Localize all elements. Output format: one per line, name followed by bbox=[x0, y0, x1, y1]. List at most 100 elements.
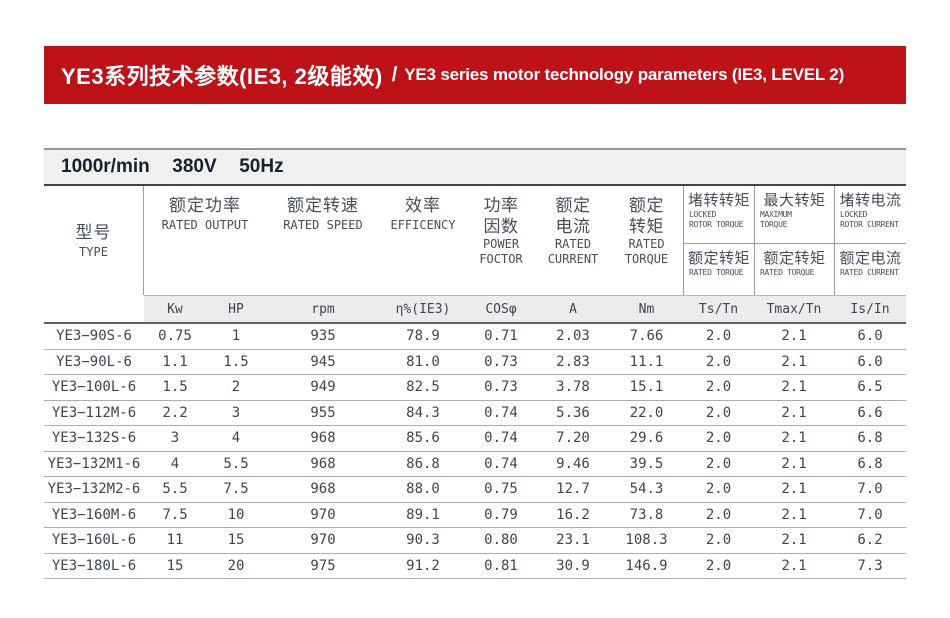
cell-hp: 1.5 bbox=[223, 353, 249, 370]
cell-is_in: 7.0 bbox=[857, 506, 883, 523]
cell-type: YE3−100L-6 bbox=[51, 379, 137, 396]
header-locked-rotor-torque-en1: LOCKED bbox=[689, 210, 717, 219]
cell-hp: 1 bbox=[231, 328, 241, 345]
cell-rated_torque_nm: 15.1 bbox=[629, 379, 664, 396]
cell-rated_torque_nm: 54.3 bbox=[629, 481, 664, 498]
cell-efficiency: 82.5 bbox=[406, 379, 440, 396]
cell-is_in: 6.2 bbox=[857, 532, 883, 549]
cell-ts_tn: 2.0 bbox=[705, 379, 732, 396]
header-rated-current: 额定 电流 RATED CURRENT bbox=[536, 186, 610, 295]
cell-efficiency: 78.9 bbox=[406, 328, 440, 345]
header-rated-torque-en2: TORQUE bbox=[624, 252, 669, 266]
header-power-factor-en1: POWER bbox=[482, 237, 520, 251]
cell-type: YE3−160L-6 bbox=[51, 532, 137, 549]
cell-rated_current_a: 9.46 bbox=[556, 455, 590, 472]
table-row: YE3−160L-6 11 15 970 90.3 0.80 23.1 108.3 2.0 2.1… bbox=[44, 528, 906, 554]
header-rated-torque-denominator-1: 额定转矩 RATED TORQUE bbox=[684, 244, 754, 295]
cell-kw: 1.5 bbox=[162, 379, 188, 396]
header-locked-rotor-torque-zh: 堵转转矩 bbox=[687, 192, 750, 209]
cell-cos_phi: 0.81 bbox=[484, 557, 518, 574]
header-locked-rotor-current-zh: 堵转电流 bbox=[839, 192, 902, 209]
cell-ts_tn: 2.0 bbox=[705, 557, 732, 574]
cell-is_in: 6.6 bbox=[857, 404, 883, 421]
cell-is_in: 6.5 bbox=[857, 379, 883, 396]
cell-is_in: 6.0 bbox=[857, 353, 883, 370]
cell-rated_current_a: 3.78 bbox=[556, 379, 590, 396]
header-rated-speed-zh: 额定转速 bbox=[287, 196, 359, 215]
header-rated-torque-zh2: 转矩 bbox=[629, 217, 664, 236]
unit-is-in: Is/In bbox=[834, 295, 906, 322]
spec-bar: 1000r/min 380V 50Hz bbox=[44, 148, 906, 186]
title-banner: YE3系列技术参数(IE3, 2级能效) / YE3 series motor … bbox=[44, 46, 906, 104]
cell-hp: 5.5 bbox=[223, 455, 249, 472]
header-ratio-current-zh: 额定电流 bbox=[839, 250, 902, 267]
cell-kw: 3 bbox=[170, 430, 180, 447]
cell-rpm: 949 bbox=[310, 379, 336, 396]
parameters-table: 型号 TYPE 额定功率 RATED OUTPUT 额定转速 RATED SPE… bbox=[44, 186, 906, 579]
header-power-factor-zh1: 功率 bbox=[483, 196, 519, 215]
cell-rpm: 955 bbox=[310, 404, 336, 421]
header-maximum-torque-zh: 最大转矩 bbox=[763, 192, 826, 209]
banner-title-divider: / bbox=[391, 63, 398, 86]
cell-rated_torque_nm: 108.3 bbox=[625, 532, 668, 549]
table-row: YE3−112M-6 2.2 3 955 84.3 0.74 5.36 22.0 2.0 2.1 6… bbox=[44, 401, 906, 426]
header-rated-torque-zh1: 额定 bbox=[629, 196, 664, 215]
cell-rated_current_a: 16.2 bbox=[556, 506, 590, 523]
header-locked-rotor-current-en1: LOCKED bbox=[840, 210, 868, 219]
cell-rated_torque_nm: 22.0 bbox=[629, 404, 664, 421]
banner-title-en: YE3 series motor technology parameters (… bbox=[404, 65, 845, 84]
header-rated-current-denominator: 额定电流 RATED CURRENT bbox=[835, 244, 906, 295]
cell-rated_torque_nm: 146.9 bbox=[625, 557, 668, 574]
header-rated-current-zh2: 电流 bbox=[555, 217, 591, 236]
header-ratio-torque-en: RATED TORQUE bbox=[689, 268, 744, 277]
unit-nm: Nm bbox=[610, 295, 683, 322]
cell-kw: 2.2 bbox=[162, 404, 188, 421]
header-rated-output-zh: 额定功率 bbox=[169, 196, 241, 215]
cell-tmax_tn: 2.1 bbox=[781, 430, 807, 447]
cell-rated_torque_nm: 73.8 bbox=[629, 506, 664, 523]
cell-kw: 15 bbox=[166, 557, 184, 574]
table-row: YE3−132M1-6 4 5.5 968 86.8 0.74 9.46 39.5 2.0 2.1… bbox=[44, 452, 906, 477]
cell-tmax_tn: 2.1 bbox=[781, 353, 807, 370]
cell-ts_tn: 2.0 bbox=[705, 328, 732, 345]
cell-is_in: 7.3 bbox=[857, 557, 883, 574]
cell-ts_tn: 2.0 bbox=[705, 481, 732, 498]
unit-ampere: A bbox=[536, 295, 610, 322]
cell-tmax_tn: 2.1 bbox=[781, 481, 807, 498]
unit-ts-tn: Ts/Tn bbox=[683, 295, 754, 322]
cell-type: YE3−132M1-6 bbox=[47, 455, 141, 472]
cell-hp: 15 bbox=[227, 532, 245, 549]
cell-is_in: 6.8 bbox=[857, 455, 883, 472]
cell-hp: 20 bbox=[227, 557, 245, 574]
cell-efficiency: 88.0 bbox=[406, 481, 440, 498]
header-rated-current-zh1: 额定 bbox=[555, 196, 591, 215]
unit-tmax-tn: Tmax/Tn bbox=[754, 295, 834, 322]
cell-ts_tn: 2.0 bbox=[705, 353, 732, 370]
header-locked-rotor-current: 堵转电流 LOCKED ROTOR CURRENT bbox=[835, 186, 906, 244]
cell-efficiency: 86.8 bbox=[406, 455, 440, 472]
table-row: YE3−100L-6 1.5 2 949 82.5 0.73 3.78 15.1 2.0 2.1 6… bbox=[44, 375, 906, 401]
header-rated-speed: 额定转速 RATED SPEED bbox=[266, 186, 380, 295]
header-ratio-torque-zh: 额定转矩 bbox=[763, 250, 826, 267]
header-locked-rotor-current-en2: ROTOR CURRENT bbox=[840, 220, 899, 229]
cell-rated_current_a: 23.1 bbox=[556, 532, 590, 549]
header-rated-output: 额定功率 RATED OUTPUT bbox=[144, 186, 266, 295]
cell-tmax_tn: 2.1 bbox=[781, 532, 807, 549]
table-row: YE3−90L-6 1.1 1.5 945 81.0 0.73 2.83 11.1 2.0 2.1… bbox=[44, 350, 906, 375]
cell-tmax_tn: 2.1 bbox=[781, 379, 807, 396]
cell-cos_phi: 0.80 bbox=[484, 532, 518, 549]
header-efficiency-zh: 效率 bbox=[405, 196, 441, 215]
cell-rpm: 970 bbox=[310, 532, 336, 549]
cell-kw: 4 bbox=[170, 455, 180, 472]
cell-kw: 5.5 bbox=[162, 481, 188, 498]
cell-rated_current_a: 30.9 bbox=[556, 557, 590, 574]
unit-eta: η%(IE3) bbox=[380, 295, 466, 322]
header-maximum-torque-ratio: 最大转矩 MAXIMUM TORQUE 额定转矩 RATED TORQUE bbox=[754, 186, 834, 295]
cell-ts_tn: 2.0 bbox=[705, 455, 732, 472]
cell-rated_current_a: 2.83 bbox=[556, 353, 590, 370]
cell-tmax_tn: 2.1 bbox=[781, 328, 807, 345]
header-ratio-current-en: RATED CURRENT bbox=[840, 268, 899, 277]
header-power-factor-en2: FOCTOR bbox=[479, 252, 523, 266]
cell-cos_phi: 0.73 bbox=[484, 379, 518, 396]
